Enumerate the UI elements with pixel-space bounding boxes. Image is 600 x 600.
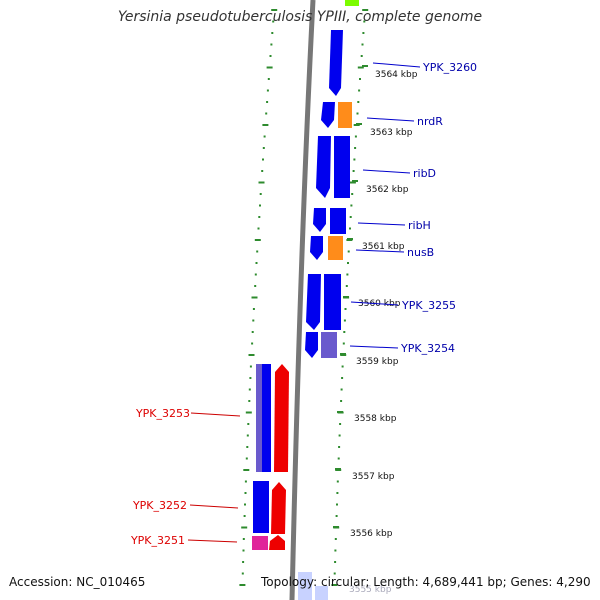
- gene-ypk-3251-rev: [269, 535, 285, 550]
- gene-partial-bottom-b: [315, 586, 328, 600]
- genome-backbone: [289, 0, 316, 600]
- outer-tick-ring-left: [239, 9, 278, 586]
- reverse-strand-genes: [252, 364, 289, 550]
- gene-label: YPK_3252: [132, 499, 187, 512]
- gene-ypk-3253-rev: [274, 364, 289, 472]
- kbp-label: 3561 kbp: [362, 242, 405, 252]
- gene-ypk-3255-b: [324, 274, 341, 330]
- right-gene-labels: YPK_3260 nrdR ribD ribH nusB YPK_3255 YP…: [400, 61, 477, 355]
- gene-ypk-3253-core: [262, 364, 271, 472]
- kbp-label: 3555 kbp: [349, 585, 392, 595]
- gene-label: YPK_3254: [400, 342, 455, 355]
- gene-ypk-3252-rev: [271, 482, 286, 534]
- rna-gene-2: [328, 236, 343, 260]
- gene-ypk-3254: [305, 332, 318, 358]
- gene-label: nrdR: [417, 115, 443, 128]
- forward-strand-genes: [298, 0, 359, 600]
- kbp-label: 3563 kbp: [370, 128, 413, 138]
- kbp-label: 3559 kbp: [356, 357, 399, 367]
- kbp-label: 3558 kbp: [354, 414, 397, 424]
- gene-label: YPK_3255: [401, 299, 456, 312]
- gene-label: YPK_3260: [422, 61, 477, 74]
- gene-ribd-b: [334, 136, 350, 198]
- kbp-label: 3562 kbp: [366, 185, 409, 195]
- genome-title: Yersinia pseudotuberculosis YPIII, compl…: [117, 9, 483, 25]
- gene-label: YPK_3251: [130, 534, 185, 547]
- gene-label: ribD: [413, 167, 436, 180]
- left-gene-labels: YPK_3253 YPK_3252 YPK_3251: [130, 407, 190, 547]
- gene-label: YPK_3253: [135, 407, 190, 420]
- kbp-label: 3556 kbp: [350, 529, 393, 539]
- gene-ypk-3252: [253, 481, 269, 533]
- gene-label: nusB: [407, 246, 434, 259]
- gene-partial-top: [345, 0, 359, 6]
- right-gene-leader-lines: [349, 62, 421, 349]
- gene-ypk-3254-b: [321, 332, 337, 358]
- gene-ribh: [313, 208, 326, 232]
- gene-label: ribH: [408, 219, 431, 232]
- kbp-label: 3564 kbp: [375, 70, 418, 80]
- gene-partial-bottom-a: [298, 572, 312, 600]
- gene-ypk-3260: [329, 30, 343, 96]
- topology-text: Topology: circular; Length: 4,689,441 bp…: [261, 575, 591, 589]
- gene-ypk-3255: [306, 274, 321, 330]
- gene-nrdr: [321, 102, 335, 128]
- gene-nusb: [310, 236, 323, 260]
- kbp-tick-marks: [333, 65, 368, 528]
- kbp-tick-labels: 3564 kbp 3563 kbp 3562 kbp 3561 kbp 3560…: [349, 70, 418, 595]
- gene-ribh-b: [330, 208, 346, 234]
- rna-gene-1: [338, 102, 352, 128]
- accession-text: Accession: NC_010465: [9, 575, 146, 589]
- gene-ribd: [316, 136, 331, 198]
- gene-ypk-3251: [252, 536, 268, 550]
- left-gene-leader-lines: [187, 412, 241, 543]
- kbp-label: 3557 kbp: [352, 472, 395, 482]
